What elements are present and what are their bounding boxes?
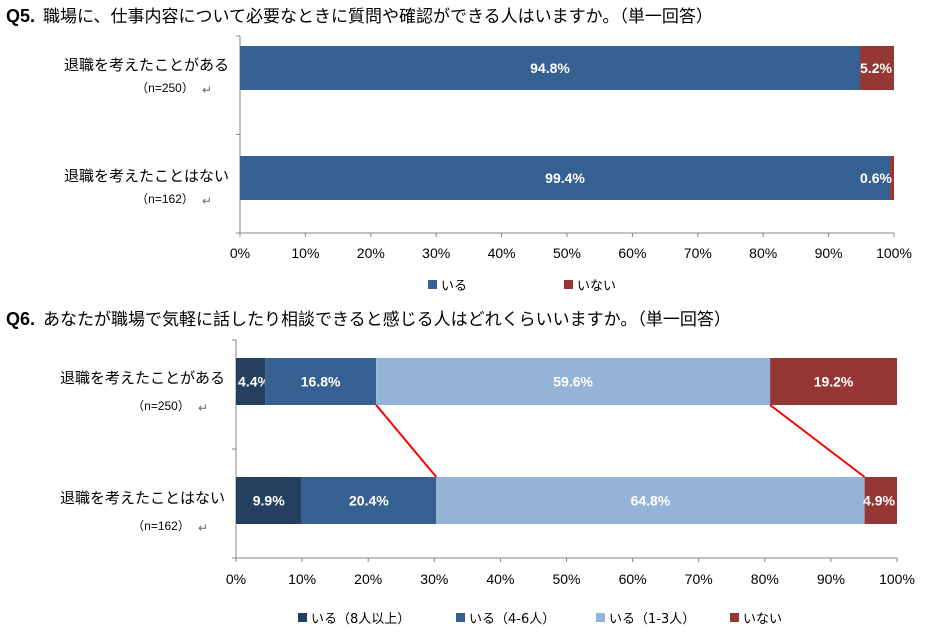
q5-legend-swatch: [564, 280, 573, 289]
q6-legend-label: いる（1-3人）: [609, 612, 695, 627]
q5-x-tick-label: 90%: [815, 245, 843, 261]
q6-x-tick-label: 60%: [619, 571, 647, 587]
q5-category-count: （n=250）: [136, 81, 194, 95]
q6-x-tick-label: 40%: [486, 571, 514, 587]
q6-bar-segment: [436, 477, 865, 524]
q5-x-tick-label: 80%: [749, 245, 777, 261]
q5-data-label: 0.6%: [860, 170, 892, 186]
q6-title: Q6. あなたが職場で気軽に話したり相談できると感じる人はどれくらいいますか。（単…: [6, 305, 731, 330]
q5-return-mark: ↵: [202, 194, 212, 208]
q5-x-tick-label: 20%: [357, 245, 385, 261]
q6-category-count: （n=162）: [132, 519, 190, 533]
q5-bar-segment: [890, 156, 894, 200]
q6-category-label: 退職を考えたことがある: [60, 369, 225, 387]
q6-x-tick-label: 100%: [879, 571, 915, 587]
q5-x-tick-label: 40%: [488, 245, 516, 261]
q6-category-label: 退職を考えたことはない: [60, 489, 225, 507]
q6-data-label: 64.8%: [631, 493, 671, 509]
q6-legend-swatch: [730, 613, 739, 622]
q5-x-tick-label: 60%: [618, 245, 646, 261]
q5-legend-swatch: [428, 280, 437, 289]
q6-bar-segment: [864, 477, 897, 524]
q6-legend-swatch: [596, 613, 605, 622]
q5-category-label: 退職を考えたことはない: [64, 167, 229, 185]
q6-x-tick-label: 80%: [751, 571, 779, 587]
q5-data-label: 99.4%: [545, 170, 585, 186]
q5-x-tick-label: 50%: [553, 245, 581, 261]
q6-bar-segment: [301, 477, 437, 524]
q6-data-label: 4.9%: [863, 493, 895, 509]
q6-x-tick-label: 0%: [226, 571, 246, 587]
q5-title: Q5. 職場に、仕事内容について必要なときに質問や確認ができる人はいますか。（単一…: [6, 2, 713, 27]
q6-data-label: 19.2%: [814, 374, 854, 390]
q5-bar-segment: [859, 46, 894, 90]
q6-bar-segment: [236, 358, 266, 405]
q6-legend-swatch: [456, 613, 465, 622]
q6-bar-segment: [376, 358, 771, 405]
q6-connector-line: [769, 404, 866, 478]
q5-category-count: （n=162）: [136, 192, 194, 206]
q5-data-label: 5.2%: [860, 60, 892, 76]
q6-x-tick-label: 70%: [685, 571, 713, 587]
q6-bar-segment: [770, 358, 897, 405]
q6-data-label: 4.4%: [238, 374, 270, 390]
q5-legend-label: いる: [441, 279, 467, 294]
q6-bar-segment: [265, 358, 377, 405]
q5-question: 職場に、仕事内容について必要なときに質問や確認ができる人はいますか。（単一回答）: [43, 7, 713, 27]
q6-data-label: 16.8%: [301, 374, 341, 390]
q5-x-tick-label: 100%: [876, 245, 912, 261]
q6-number: Q6.: [6, 309, 36, 329]
q6-legend-label: いる（4-6人）: [469, 612, 555, 627]
q6-x-tick-label: 50%: [552, 571, 580, 587]
q6-return-mark: ↵: [198, 521, 208, 535]
q5-return-mark: ↵: [202, 83, 212, 97]
q6-legend-swatch: [298, 613, 307, 622]
q6-x-tick-label: 20%: [354, 571, 382, 587]
q6-return-mark: ↵: [198, 401, 208, 415]
q5-x-tick-label: 30%: [422, 245, 450, 261]
q6-legend-label: いない: [743, 612, 782, 627]
q6-x-tick-label: 30%: [420, 571, 448, 587]
q6-data-label: 20.4%: [349, 493, 389, 509]
q6-legend-label: いる（8人以上）: [311, 612, 410, 627]
q6-bar-segment: [236, 477, 302, 524]
q5-data-label: 94.8%: [530, 60, 570, 76]
q6-x-tick-label: 90%: [817, 571, 845, 587]
q5-x-tick-label: 0%: [230, 245, 250, 261]
q5-x-tick-label: 10%: [291, 245, 319, 261]
q6-category-count: （n=250）: [132, 399, 190, 413]
q6-x-tick-label: 10%: [288, 571, 316, 587]
q6-question: あなたが職場で気軽に話したり相談できると感じる人はどれくらいいますか。（単一回答…: [43, 310, 731, 330]
q6-connector-line: [375, 404, 438, 478]
q5-legend-label: いない: [577, 279, 616, 294]
q6-data-label: 59.6%: [553, 374, 593, 390]
q5-category-label: 退職を考えたことがある: [64, 56, 229, 74]
q5-bar-segment: [240, 156, 891, 200]
q5-number: Q5.: [6, 6, 36, 26]
q5-x-tick-label: 70%: [684, 245, 712, 261]
q5-bar-segment: [240, 46, 860, 90]
q6-data-label: 9.9%: [253, 493, 285, 509]
